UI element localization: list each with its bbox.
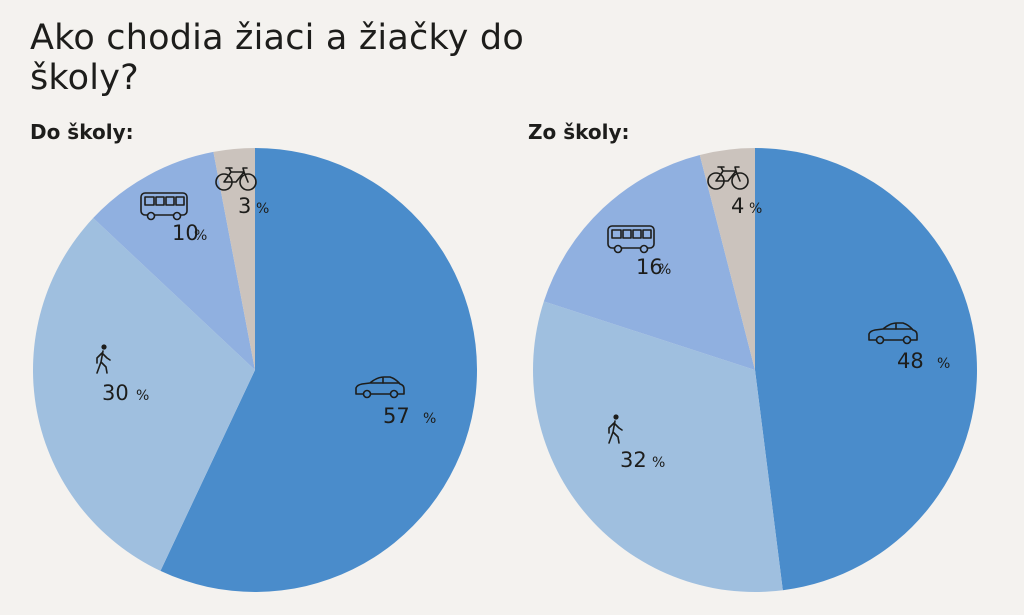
bicycle-icon [215,167,257,191]
slice-value-label: 30 [102,381,129,405]
pie-slice [93,151,255,370]
slice-unit-label: % [136,388,149,404]
pie-slice [213,148,255,370]
slice-unit-label: % [423,411,436,427]
walking-person-icon [96,344,111,374]
slice-value-label: 48 [897,349,924,373]
slice-value-label: 3 [238,194,251,218]
bicycle-icon [707,166,749,190]
slice-unit-label: % [652,455,665,471]
slice-value-label: 57 [383,404,410,428]
bus-icon [607,225,655,254]
slice-unit-label: % [749,201,762,217]
pie-slice [755,148,978,591]
slice-value-label: 32 [620,448,647,472]
pie-slice [160,148,478,592]
pie-chart-do-skoly: 57 %30 %10%3% [33,148,478,592]
walking-person-icon [608,414,623,444]
pie-slice [543,154,755,370]
slice-unit-label: % [194,228,207,244]
slice-unit-label: % [937,356,950,372]
car-icon [868,322,918,345]
chart-title-zo-skoly: Zo školy: [528,120,630,144]
chart-title-do-skoly: Do školy: [30,120,134,144]
slice-value-label: 4 [731,194,744,218]
car-icon [355,376,405,399]
slice-value-label: 10 [172,221,199,245]
bus-icon [140,192,188,221]
slice-unit-label: % [256,201,269,217]
page-title: Ako chodia žiaci a žiačky do školy? [30,18,524,98]
pie-slice [33,218,256,571]
slice-value-label: 16 [636,255,663,279]
slice-unit-label: % [658,262,671,278]
pie-slice [533,301,783,592]
pie-chart-zo-skoly: 48 %32 %16%4% [533,147,978,592]
pie-slice [699,147,755,370]
